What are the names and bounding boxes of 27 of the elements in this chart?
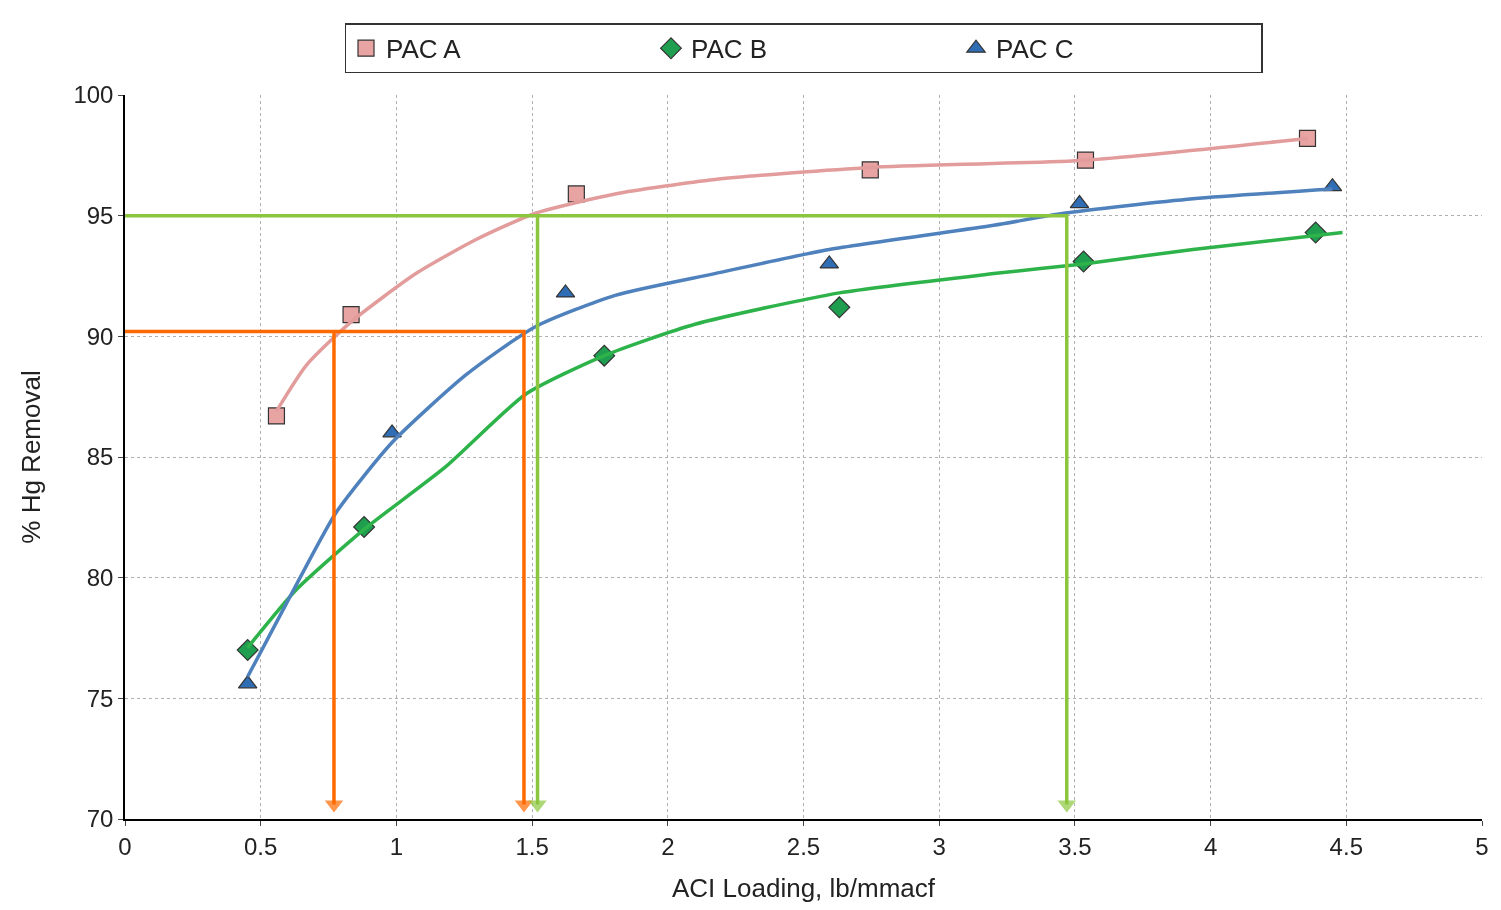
x-tick-label: 4 <box>1203 832 1218 860</box>
x-tick-label: 1.5 <box>515 832 549 860</box>
x-tick-label: 0 <box>118 832 132 860</box>
y-tick-label: 85 <box>86 443 114 471</box>
legend-label: PAC C <box>996 34 1074 65</box>
point <box>236 639 259 662</box>
x-tick-label: 4.5 <box>1329 832 1363 860</box>
y-tick-label: 75 <box>86 684 114 712</box>
legend-label: PAC B <box>691 34 768 65</box>
x-tick-label: 0.5 <box>244 832 278 860</box>
x-tick-label: 3 <box>932 832 946 860</box>
point <box>267 407 286 425</box>
point <box>567 185 585 203</box>
x-tick-label: 1 <box>389 832 404 860</box>
y-axis-title: % Hg Removal <box>16 370 47 544</box>
y-tick-label: 100 <box>73 81 114 109</box>
x-tick-label: 3.5 <box>1058 832 1092 860</box>
x-tick-label: 5 <box>1475 832 1489 860</box>
y-tick-label: 70 <box>86 805 114 833</box>
y-tick-label: 80 <box>86 564 114 592</box>
x-tick-label: 2 <box>661 832 675 860</box>
x-tick-label: 2.5 <box>786 832 821 860</box>
x-axis-title: ACI Loading, lb/mmacf <box>671 872 936 903</box>
y-tick-label: 90 <box>86 322 114 350</box>
y-tick-label: 95 <box>86 202 114 230</box>
legend-label: PAC A <box>386 34 462 65</box>
point <box>828 296 851 319</box>
